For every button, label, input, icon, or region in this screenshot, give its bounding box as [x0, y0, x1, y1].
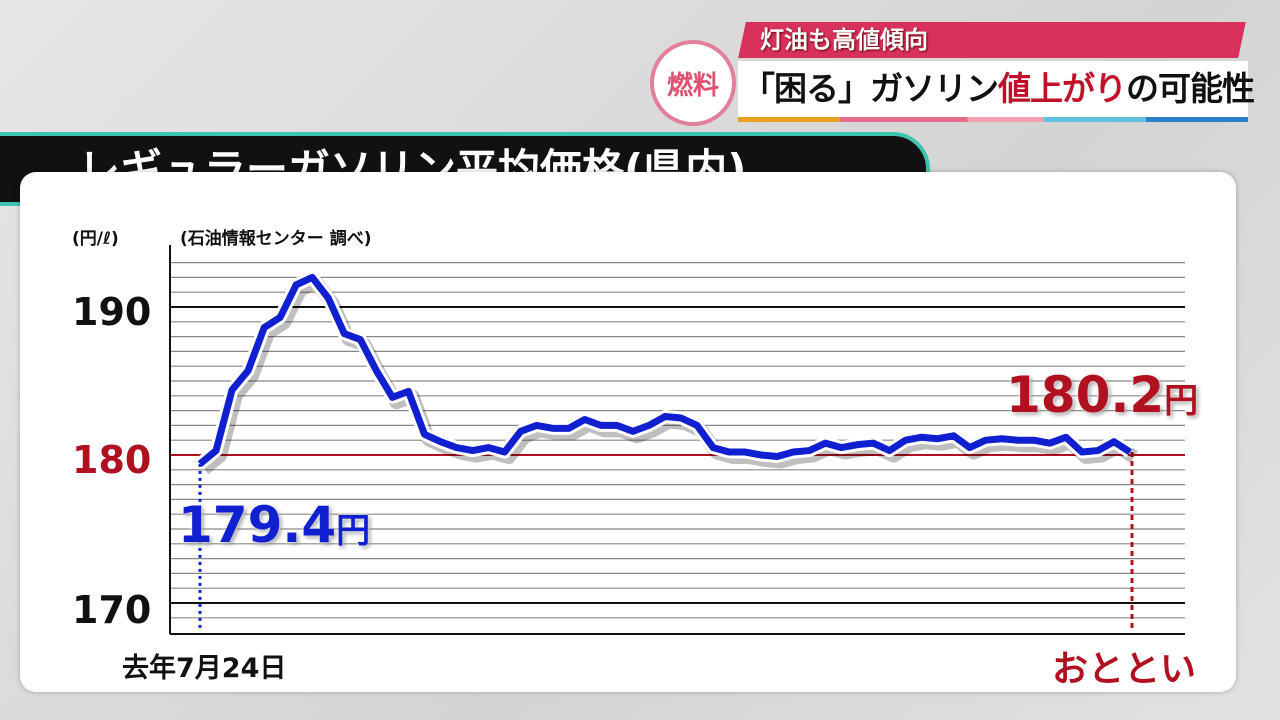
end-value: 180.2: [1006, 366, 1165, 424]
start-annotation: 179.4円: [178, 496, 370, 554]
y-tick-190: 190: [72, 290, 152, 334]
sub-headline: 灯油も高値傾向: [760, 26, 928, 54]
x-start-label: 去年7月24日: [122, 653, 287, 684]
topic-badge: 燃料: [650, 40, 736, 126]
y-unit-label: (円/ℓ): [72, 229, 119, 249]
start-unit: 円: [336, 511, 371, 551]
x-end-label: おととい: [1052, 649, 1197, 690]
y-tick-170: 170: [72, 588, 152, 632]
end-annotation: 180.2円: [1006, 366, 1198, 424]
headline-pre: 「困る」ガソリン: [742, 69, 999, 108]
end-unit: 円: [1164, 381, 1199, 421]
headline-bar: [738, 61, 1248, 119]
start-value: 179.4: [178, 496, 337, 554]
headline-post: の可能性: [1126, 69, 1255, 108]
color-stripe: [738, 117, 1248, 122]
source-label: (石油情報センター 調べ): [180, 229, 372, 249]
y-tick-180: 180: [72, 438, 152, 482]
headline-red: 値上がり: [998, 69, 1127, 108]
headline: 「困る」ガソリン値上がりの可能性: [742, 63, 1255, 115]
